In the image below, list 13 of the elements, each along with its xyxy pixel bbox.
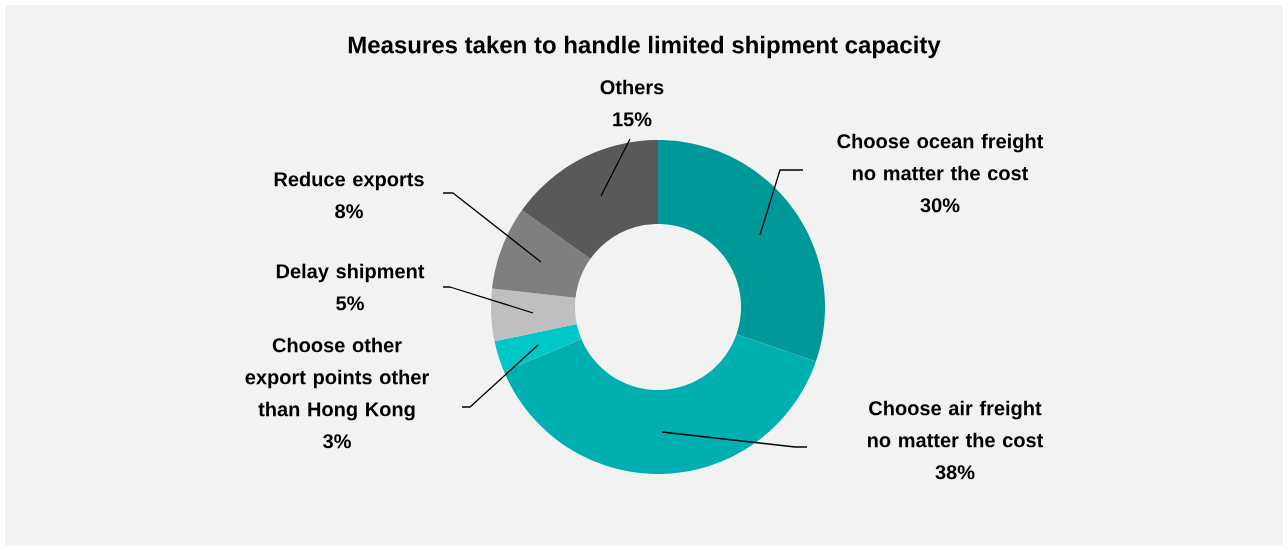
data-label: 15% <box>613 112 652 127</box>
slice-label: Choose ocean freight no matter the cost <box>837 133 1044 181</box>
slice-label: Choose air freight no matter the cost <box>867 400 1044 448</box>
chart-title: Measures taken to handle limited shipment capacity <box>348 35 941 59</box>
data-label: 8% <box>335 204 363 219</box>
slice-label: Others <box>600 79 664 95</box>
data-label: 3% <box>323 434 351 449</box>
slice-label: Delay shipment <box>276 263 425 283</box>
data-label: 38% <box>935 465 975 480</box>
data-label: 5% <box>336 296 364 311</box>
slice-label: Reduce exports <box>274 171 424 191</box>
data-label: 30% <box>920 198 960 213</box>
slice-label: Choose other export points other than Hong Kong <box>245 337 429 421</box>
